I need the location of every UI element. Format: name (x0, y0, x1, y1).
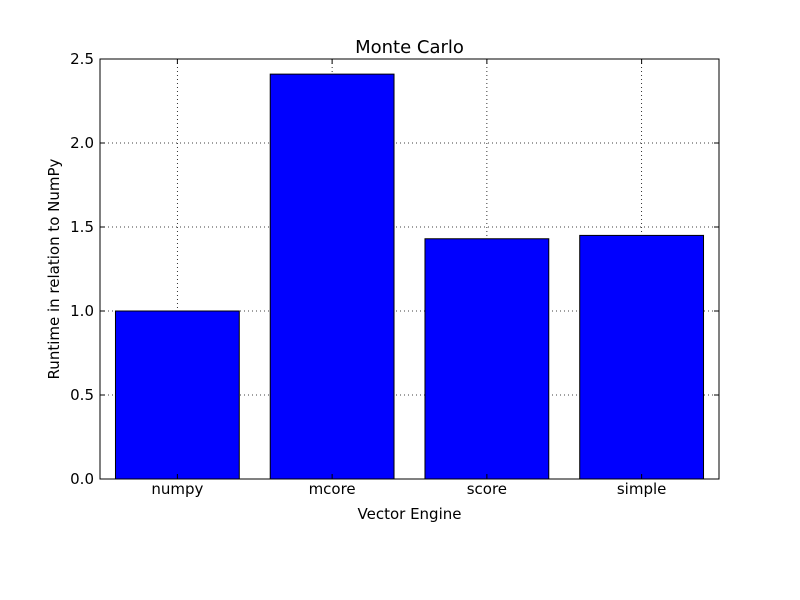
x-tick-label: numpy (151, 480, 203, 498)
y-tick-label: 2.5 (70, 50, 94, 68)
bar-simple (579, 234, 705, 480)
y-tick-label: 0.5 (70, 386, 94, 404)
bar-score (424, 238, 550, 480)
y-axis-label: Runtime in relation to NumPy (45, 158, 63, 379)
tick-labels: 0.0 0.5 1.0 1.5 2.0 2.5 numpy mcore score simple (70, 50, 666, 498)
chart-title: Monte Carlo (355, 37, 464, 58)
bars (114, 73, 705, 480)
x-tick-label: score (467, 480, 507, 498)
bar-mcore (269, 73, 395, 480)
x-tick-label: mcore (309, 480, 356, 498)
y-tick-label: 2.0 (70, 134, 94, 152)
y-tick-label: 1.5 (70, 218, 94, 236)
y-tick-label: 0.0 (70, 470, 94, 488)
axis-ticks (100, 58, 719, 480)
y-tick-label: 1.0 (70, 302, 94, 320)
bar-numpy (114, 310, 240, 480)
plot-frame (99, 58, 720, 480)
x-axis-label: Vector Engine (358, 505, 462, 523)
x-tick-label: simple (617, 480, 667, 498)
